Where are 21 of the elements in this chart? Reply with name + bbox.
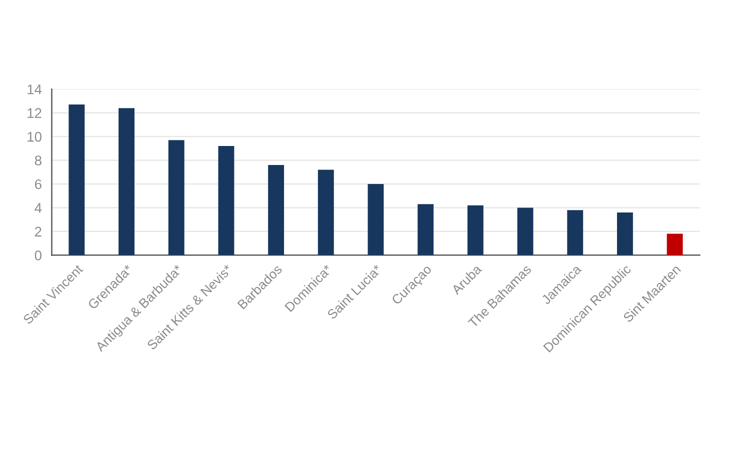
bar <box>318 170 334 256</box>
bar <box>418 204 434 256</box>
bar <box>218 146 234 256</box>
bar <box>268 165 284 256</box>
bar <box>168 140 184 256</box>
bar <box>617 212 633 256</box>
bar <box>467 205 484 256</box>
y-tick-label: 6 <box>35 179 42 190</box>
bar <box>118 108 134 256</box>
y-tick-label: 0 <box>34 250 42 260</box>
bar <box>368 184 384 256</box>
y-tick-label: 10 <box>28 132 42 142</box>
bar <box>517 208 534 256</box>
bar <box>68 104 85 256</box>
y-tick-label: 12 <box>28 108 42 118</box>
y-tick-label: 14 <box>28 84 42 94</box>
bar <box>666 234 683 256</box>
y-tick-label: 2 <box>35 226 42 236</box>
bar <box>567 210 584 256</box>
y-tick-label: 4 <box>34 203 42 213</box>
y-tick-label: 8 <box>34 156 42 166</box>
